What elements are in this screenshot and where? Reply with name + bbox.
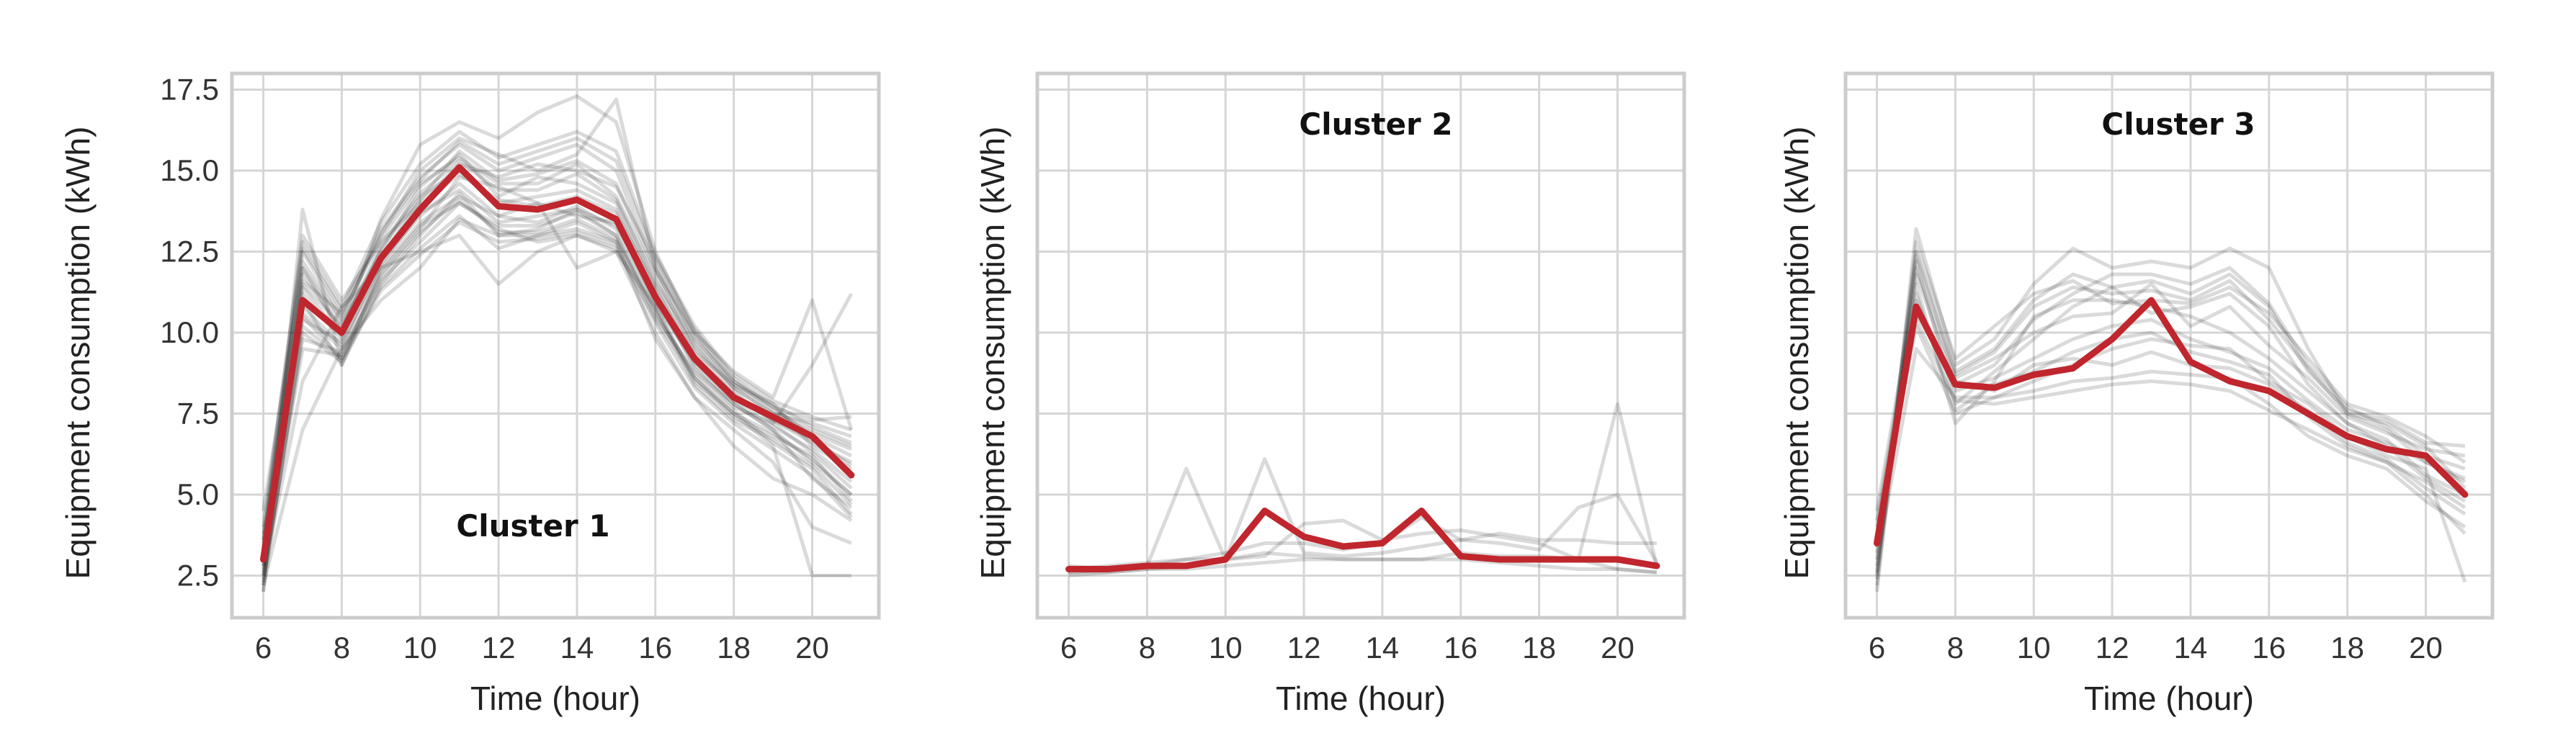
member-series-line xyxy=(1875,282,2467,511)
member-series-line xyxy=(261,198,853,576)
member-series-line xyxy=(261,192,853,593)
plot-frame xyxy=(230,71,881,620)
x-tick-label: 18 xyxy=(1522,631,1556,665)
member-series-line xyxy=(261,159,852,550)
member-series-line xyxy=(1875,318,2467,541)
y-tick-label: 15.0 xyxy=(160,153,219,187)
member-lines xyxy=(261,94,854,593)
member-series-line xyxy=(261,233,852,576)
x-tick-labels: 6 8 10 12 14 16 18 20 xyxy=(1060,631,1634,665)
x-axis-label: Time (hour) xyxy=(1276,680,1446,717)
y-tick-labels: 2.5 5.0 7.5 10.0 12.5 15.0 17.5 xyxy=(160,73,219,593)
member-series-line xyxy=(261,97,853,544)
member-lines xyxy=(1875,227,2467,593)
member-series-line xyxy=(1875,324,2467,534)
member-series-line xyxy=(261,94,854,511)
x-tick-label: 16 xyxy=(638,631,672,665)
member-series-line xyxy=(1875,266,2466,573)
y-axis-label: Equipment consumption (kWh) xyxy=(974,127,1011,580)
grid-lines xyxy=(1846,73,2492,618)
x-tick-label: 14 xyxy=(1366,631,1400,665)
x-tick-label: 10 xyxy=(2017,631,2051,665)
x-tick-label: 16 xyxy=(1444,631,1477,665)
panel-title: Cluster 3 xyxy=(2101,107,2255,142)
x-tick-label: 16 xyxy=(2252,631,2286,665)
centroid-line xyxy=(1065,508,1660,572)
member-series-line xyxy=(261,194,853,586)
y-tick-label: 5.0 xyxy=(177,477,219,511)
y-axis-label: Equipment consumption (kWh) xyxy=(1778,127,1815,580)
member-series-line xyxy=(261,217,853,586)
centroid-series-line xyxy=(260,164,855,563)
member-lines xyxy=(1068,402,1659,577)
y-tick-label: 12.5 xyxy=(160,235,219,269)
member-series-line xyxy=(1875,240,2467,580)
member-series-line xyxy=(261,162,852,534)
centroid-line xyxy=(260,164,855,563)
x-tick-label: 8 xyxy=(1139,631,1155,665)
x-tick-label: 18 xyxy=(2330,631,2364,665)
grid-lines xyxy=(1037,73,1684,618)
y-tick-label: 7.5 xyxy=(177,397,219,431)
member-series-line xyxy=(261,175,851,577)
x-tick-label: 20 xyxy=(1601,631,1634,665)
panel-cluster-1: 6 8 10 12 14 16 18 20 2.5 5.0 7.5 10.0 12.5 15.0 17.5… xyxy=(59,71,881,717)
panel-cluster-3: 6 8 10 12 14 16 18 20 Cluster 3 Time (hour) Equ… xyxy=(1778,71,2495,717)
centroid-series-line xyxy=(1065,508,1660,572)
member-series-line xyxy=(1875,250,2466,576)
panel-title: Cluster 1 xyxy=(456,508,609,544)
member-series-line xyxy=(261,214,853,593)
member-series-line xyxy=(261,136,852,541)
x-tick-label: 12 xyxy=(482,631,516,665)
x-tick-label: 12 xyxy=(2096,631,2129,665)
x-tick-label: 6 xyxy=(255,631,272,665)
y-tick-label: 2.5 xyxy=(177,559,219,593)
x-tick-label: 14 xyxy=(2174,631,2208,665)
x-tick-labels: 6 8 10 12 14 16 18 20 xyxy=(255,631,829,665)
plot-frame xyxy=(1035,71,1686,620)
x-tick-label: 14 xyxy=(560,631,594,665)
x-tick-label: 12 xyxy=(1287,631,1321,665)
x-tick-label: 10 xyxy=(1209,631,1243,665)
x-axis-label: Time (hour) xyxy=(2084,680,2254,717)
x-tick-label: 6 xyxy=(1060,631,1077,665)
x-tick-label: 10 xyxy=(403,631,437,665)
panel-cluster-2: 6 8 10 12 14 16 18 20 Cluster 2 Time (hour) Equ… xyxy=(974,71,1686,717)
x-tick-labels: 6 8 10 12 14 16 18 20 xyxy=(1869,631,2443,665)
member-series-line xyxy=(261,188,853,567)
member-series-line xyxy=(1875,227,2466,593)
x-axis-label: Time (hour) xyxy=(470,680,640,717)
member-series-line xyxy=(261,143,852,547)
x-tick-label: 18 xyxy=(717,631,751,665)
centroid-line xyxy=(1874,297,2469,546)
member-series-line xyxy=(261,201,853,563)
y-axis-label: Equipment consumption (kWh) xyxy=(59,127,97,580)
member-series-line xyxy=(261,201,853,580)
x-tick-label: 8 xyxy=(1947,631,1964,665)
centroid-series-line xyxy=(1874,297,2469,546)
member-series-line xyxy=(1875,292,2467,521)
y-tick-label: 10.0 xyxy=(160,315,219,349)
member-series-line xyxy=(261,181,853,573)
member-series-line xyxy=(261,130,852,528)
member-series-line xyxy=(1875,266,2466,586)
member-series-line xyxy=(261,156,853,541)
x-tick-label: 20 xyxy=(2409,631,2443,665)
x-tick-label: 8 xyxy=(334,631,350,665)
member-series-line xyxy=(261,220,853,582)
panel-title: Cluster 2 xyxy=(1299,107,1452,142)
x-tick-label: 20 xyxy=(795,631,829,665)
member-series-line xyxy=(1875,253,2467,554)
plot-frame xyxy=(1843,71,2495,620)
x-tick-label: 6 xyxy=(1869,631,1885,665)
y-tick-label: 17.5 xyxy=(160,73,219,107)
